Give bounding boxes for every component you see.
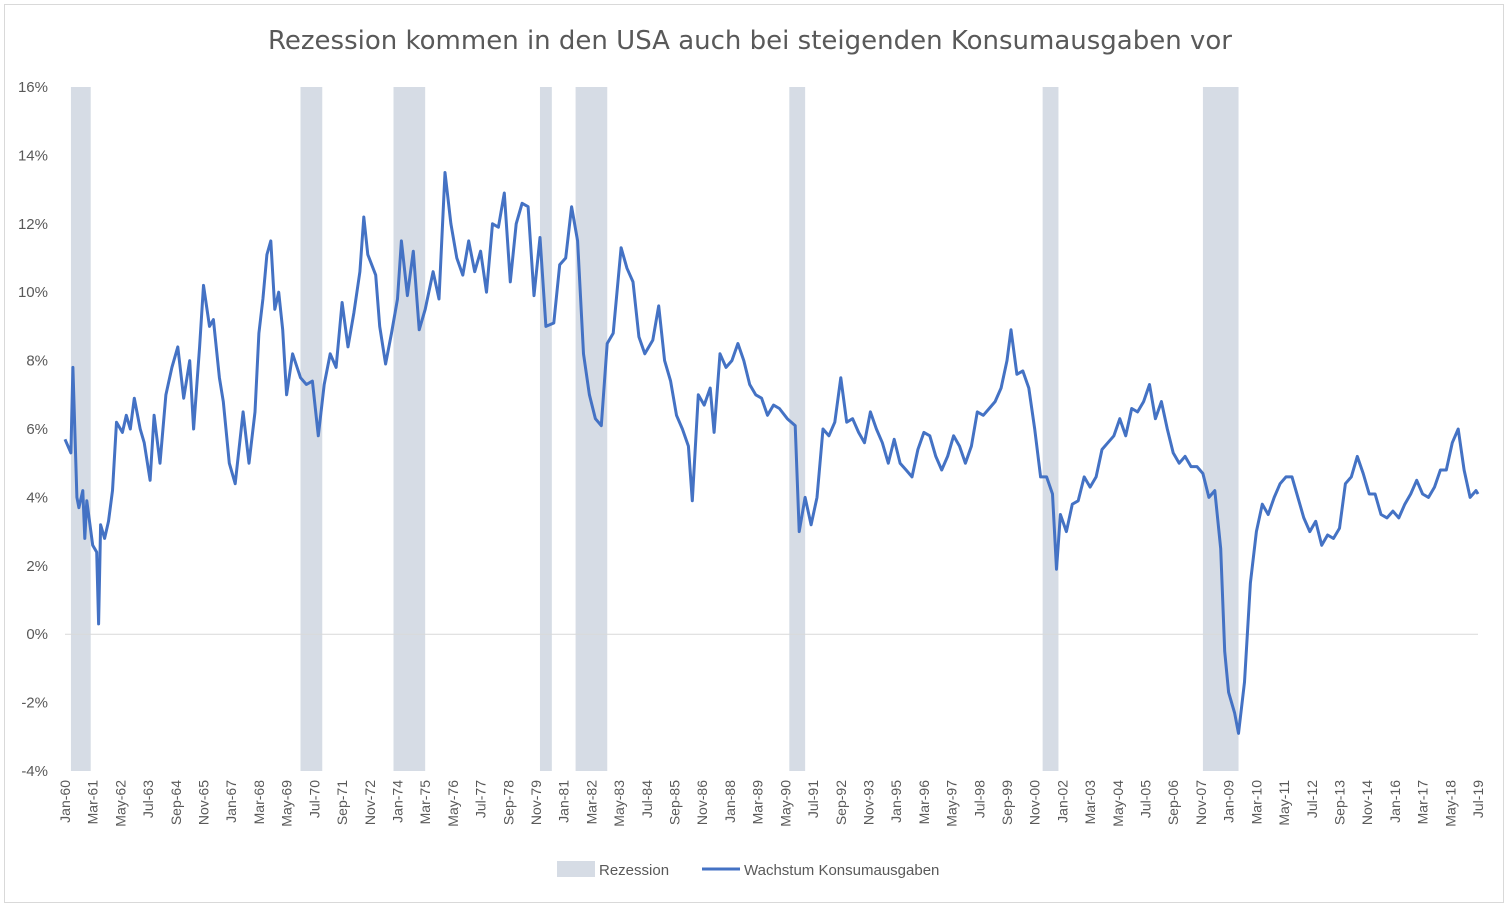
x-tick-label: Mar-10 bbox=[1248, 780, 1264, 825]
x-tick-label: May-11 bbox=[1276, 780, 1292, 826]
x-tick-label: Mar-17 bbox=[1415, 780, 1431, 825]
x-tick-label: Nov-79 bbox=[528, 780, 544, 825]
x-tick-label: May-97 bbox=[944, 780, 960, 827]
chart-title: Rezession kommen in den USA auch bei ste… bbox=[268, 26, 1232, 56]
x-tick-label: May-69 bbox=[279, 780, 295, 827]
x-tick-label: Sep-78 bbox=[500, 780, 516, 825]
x-tick-label: Jul-98 bbox=[971, 780, 987, 818]
x-tick-label: Mar-82 bbox=[583, 780, 599, 825]
y-tick-label: 4% bbox=[26, 489, 48, 506]
y-tick-label: 6% bbox=[26, 421, 48, 438]
x-tick-label: May-18 bbox=[1442, 780, 1458, 827]
x-tick-label: Jul-77 bbox=[473, 780, 489, 818]
x-tick-label: Mar-03 bbox=[1082, 780, 1098, 825]
x-tick-label: Sep-99 bbox=[999, 780, 1015, 825]
x-tick-label: Jul-70 bbox=[306, 780, 322, 818]
x-tick-label: Sep-92 bbox=[833, 780, 849, 825]
y-tick-label: 2% bbox=[26, 558, 48, 575]
x-tick-label: Mar-75 bbox=[417, 780, 433, 825]
x-tick-label: Mar-96 bbox=[916, 780, 932, 825]
recession-band bbox=[300, 87, 323, 771]
y-tick-label: -2% bbox=[21, 695, 48, 712]
x-tick-label: May-04 bbox=[1110, 780, 1126, 827]
x-tick-label: Nov-72 bbox=[362, 780, 378, 825]
x-tick-label: Sep-85 bbox=[667, 780, 683, 825]
x-tick-label: Sep-71 bbox=[334, 780, 350, 825]
x-tick-label: Nov-14 bbox=[1359, 780, 1375, 825]
x-tick-label: Jan-67 bbox=[223, 780, 239, 823]
recession-band bbox=[1042, 87, 1059, 771]
x-tick-label: Jul-19 bbox=[1470, 780, 1486, 818]
recession-band bbox=[575, 87, 608, 771]
legend-label-rezession: Rezession bbox=[599, 862, 669, 879]
series-line-wachstum-konsumausgaben bbox=[63, 171, 1480, 735]
x-tick-label: Jan-74 bbox=[389, 780, 405, 823]
x-tick-label: Sep-13 bbox=[1331, 780, 1347, 825]
y-axis: 16% 14% 12% 10% 8% 6% 4% 2% 0% -2% -4% bbox=[18, 79, 48, 780]
x-tick-label: Jul-84 bbox=[639, 780, 655, 818]
recession-band bbox=[789, 87, 806, 771]
x-tick-label: Nov-07 bbox=[1193, 780, 1209, 825]
x-tick-label: Nov-00 bbox=[1027, 780, 1043, 825]
x-tick-label: Jul-05 bbox=[1138, 780, 1154, 818]
x-tick-label: Jul-63 bbox=[140, 780, 156, 818]
y-tick-label: 12% bbox=[18, 216, 48, 233]
x-tick-label: May-62 bbox=[112, 780, 128, 827]
x-tick-label: Sep-06 bbox=[1165, 780, 1181, 825]
recession-band bbox=[70, 87, 91, 771]
recession-band bbox=[1202, 87, 1239, 771]
legend-swatch-rezession bbox=[557, 861, 595, 877]
x-tick-label: Jul-91 bbox=[805, 780, 821, 818]
x-tick-label: Mar-68 bbox=[251, 780, 267, 825]
x-tick-label: Jul-12 bbox=[1304, 780, 1320, 818]
x-tick-label: May-90 bbox=[777, 780, 793, 827]
x-tick-label: Nov-86 bbox=[694, 780, 710, 825]
x-tick-label: Nov-65 bbox=[196, 780, 212, 825]
x-tick-label: Mar-61 bbox=[85, 780, 101, 825]
recession-band bbox=[539, 87, 552, 771]
y-tick-label: 16% bbox=[18, 79, 48, 96]
x-axis: Jan-60 Mar-61 May-62 Jul-63 Sep-64 Nov-65 Jan-… bbox=[57, 780, 1486, 827]
x-tick-label: Jan-09 bbox=[1221, 780, 1237, 823]
y-tick-label: 10% bbox=[18, 284, 48, 301]
legend-label-wachstum-konsumausgaben: Wachstum Konsumausgaben bbox=[744, 862, 939, 879]
recession-band bbox=[393, 87, 426, 771]
x-tick-label: Sep-64 bbox=[168, 780, 184, 825]
legend: Rezession Wachstum Konsumausgaben bbox=[557, 861, 939, 879]
y-tick-label: 0% bbox=[26, 626, 48, 643]
y-tick-label: 8% bbox=[26, 353, 48, 370]
x-tick-label: Jan-81 bbox=[556, 780, 572, 823]
chart-frame bbox=[4, 4, 1504, 903]
x-tick-label: Mar-89 bbox=[750, 780, 766, 825]
y-tick-label: -4% bbox=[21, 763, 48, 780]
recession-bands bbox=[70, 87, 1239, 771]
x-tick-label: Jan-02 bbox=[1054, 780, 1070, 823]
x-tick-label: Jan-95 bbox=[888, 780, 904, 823]
x-tick-label: Nov-93 bbox=[860, 780, 876, 825]
x-tick-label: Jan-60 bbox=[57, 780, 73, 823]
x-tick-label: Jan-16 bbox=[1387, 780, 1403, 823]
x-tick-label: Jan-88 bbox=[722, 780, 738, 823]
x-tick-label: May-83 bbox=[611, 780, 627, 827]
y-tick-label: 14% bbox=[18, 147, 48, 164]
x-tick-label: May-76 bbox=[445, 780, 461, 827]
